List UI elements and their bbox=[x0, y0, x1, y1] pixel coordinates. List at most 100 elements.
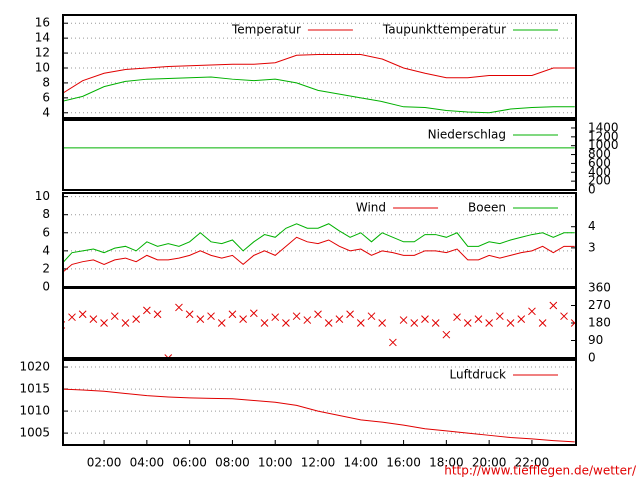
y2-tick-label: 1200 bbox=[588, 129, 619, 143]
data-point bbox=[143, 306, 151, 315]
data-point bbox=[335, 315, 344, 323]
x-tick-label: 08:00 bbox=[215, 456, 250, 470]
data-point bbox=[324, 319, 333, 327]
legend-label: Niederschlag bbox=[428, 128, 506, 142]
data-point bbox=[421, 315, 429, 323]
panel-frame bbox=[62, 14, 577, 119]
data-line bbox=[63, 236, 575, 273]
x-tick-label: 22:00 bbox=[515, 456, 550, 470]
data-point bbox=[346, 310, 354, 319]
x-tick-label: 12:00 bbox=[301, 456, 336, 470]
x-tick-label: 02:00 bbox=[87, 456, 122, 470]
legend-label: Wind bbox=[356, 201, 386, 215]
data-point bbox=[463, 319, 472, 327]
data-point bbox=[517, 315, 526, 323]
x-tick-label: 10:00 bbox=[258, 456, 293, 470]
panel-frame bbox=[62, 359, 577, 446]
data-point bbox=[549, 301, 558, 310]
x-tick-label: 14:00 bbox=[343, 456, 378, 470]
panel-frame bbox=[62, 119, 577, 191]
y-tick-label: 1020 bbox=[19, 360, 50, 374]
y-tick-label: 12 bbox=[35, 46, 50, 60]
data-point bbox=[249, 309, 258, 318]
y2-tick-label: 600 bbox=[588, 156, 611, 170]
data-point bbox=[506, 319, 515, 327]
data-point bbox=[217, 319, 226, 327]
data-point bbox=[410, 319, 419, 327]
data-point bbox=[528, 307, 536, 316]
data-point bbox=[164, 354, 173, 358]
y2-tick-label: 360 bbox=[588, 281, 611, 295]
data-point bbox=[399, 316, 408, 324]
y2-tick-label: 270 bbox=[588, 298, 611, 312]
data-point bbox=[78, 310, 87, 319]
data-point bbox=[570, 319, 576, 327]
y-tick-label: 8 bbox=[42, 75, 50, 89]
data-point bbox=[292, 312, 301, 321]
data-point bbox=[367, 312, 376, 321]
y-tick-label: 2 bbox=[42, 261, 50, 275]
data-point bbox=[89, 315, 98, 323]
data-point bbox=[560, 312, 568, 321]
data-line bbox=[63, 223, 575, 264]
data-point bbox=[538, 319, 547, 327]
data-point bbox=[185, 310, 194, 319]
y2-tick-label: 200 bbox=[588, 174, 611, 188]
data-point bbox=[132, 315, 141, 323]
data-point bbox=[314, 310, 322, 319]
x-tick-label: 16:00 bbox=[386, 456, 421, 470]
y-tick-label: 4 bbox=[42, 243, 50, 257]
data-point bbox=[68, 313, 76, 322]
y2-tick-label: 3 bbox=[588, 240, 596, 254]
data-point bbox=[389, 338, 397, 347]
x-tick-label: 18:00 bbox=[429, 456, 464, 470]
data-point bbox=[239, 315, 247, 323]
x-tick-label: 04:00 bbox=[130, 456, 165, 470]
y-tick-label: 0 bbox=[42, 280, 50, 294]
data-point bbox=[153, 310, 162, 319]
y2-tick-label: 4 bbox=[588, 219, 596, 233]
legend-label: Boeen bbox=[468, 201, 506, 215]
data-point bbox=[453, 313, 461, 322]
plot-area bbox=[63, 223, 575, 273]
y2-tick-label: 0 bbox=[588, 183, 596, 197]
legend-label: Taupunkttemperatur bbox=[382, 23, 506, 37]
y-tick-label: 14 bbox=[35, 31, 50, 45]
plot-area bbox=[63, 301, 576, 358]
y2-tick-label: 90 bbox=[588, 333, 603, 347]
y2-tick-label: 400 bbox=[588, 165, 611, 179]
data-point bbox=[485, 319, 493, 327]
data-point bbox=[442, 330, 451, 339]
data-point bbox=[228, 310, 237, 319]
data-point bbox=[110, 312, 119, 321]
data-point bbox=[282, 319, 290, 327]
data-point bbox=[207, 312, 215, 321]
data-point bbox=[100, 319, 108, 327]
data-point bbox=[271, 313, 280, 322]
data-line bbox=[63, 76, 575, 114]
panel-frame bbox=[62, 287, 577, 359]
data-point bbox=[378, 319, 387, 327]
data-point bbox=[495, 312, 504, 321]
y-tick-label: 1005 bbox=[19, 426, 50, 440]
y-tick-label: 6 bbox=[42, 225, 50, 239]
data-line bbox=[63, 388, 575, 443]
y-tick-label: 4 bbox=[42, 105, 50, 119]
x-tick-label: 20:00 bbox=[472, 456, 507, 470]
footer-link: http://www.tiefflegen.de/wetter/ bbox=[444, 464, 637, 478]
data-point bbox=[121, 319, 130, 327]
data-point bbox=[175, 303, 183, 312]
y-tick-label: 8 bbox=[42, 207, 50, 221]
y-tick-label: 10 bbox=[35, 189, 50, 203]
data-point bbox=[260, 319, 269, 327]
y-tick-label: 1015 bbox=[19, 382, 50, 396]
y-tick-label: 1010 bbox=[19, 404, 50, 418]
plot-area bbox=[63, 54, 575, 114]
y2-tick-label: 180 bbox=[588, 316, 611, 330]
data-point bbox=[303, 316, 312, 324]
legend-label: Luftdruck bbox=[449, 368, 506, 382]
y2-tick-label: 0 bbox=[588, 351, 596, 365]
data-point bbox=[474, 315, 483, 323]
y-tick-label: 6 bbox=[42, 90, 50, 104]
